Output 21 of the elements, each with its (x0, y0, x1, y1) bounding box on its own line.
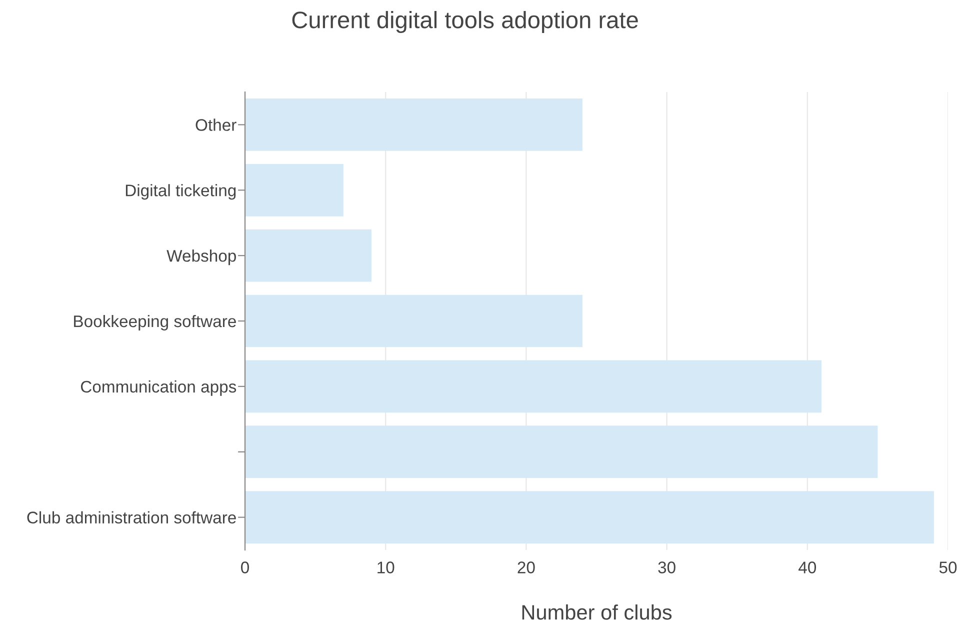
y-tick-label: Digital ticketing (126, 184, 236, 200)
y-tick-label: Bookkeeping software (74, 314, 236, 330)
y-tick-label: Communication apps (80, 380, 236, 396)
bar (245, 164, 344, 216)
x-tick-label: 50 (939, 562, 957, 574)
bar (245, 229, 372, 282)
y-tick-label: Other (196, 118, 236, 131)
bar (245, 294, 582, 348)
bar (245, 98, 582, 151)
y-tick-label: Club administration software (27, 511, 236, 524)
x-tick-label: 40 (798, 562, 816, 574)
bar (245, 426, 878, 478)
x-tick-label: 20 (518, 562, 535, 574)
y-tick-label: Webshop (166, 250, 236, 266)
x-axis-title: Number of clubs (522, 604, 672, 620)
chart-title: Current digital tools adoption rate (292, 10, 638, 34)
x-tick-label: 0 (241, 562, 249, 574)
bar (245, 360, 822, 413)
bar (245, 491, 934, 544)
x-tick-label: 10 (378, 562, 394, 574)
x-tick-label: 30 (658, 562, 676, 574)
